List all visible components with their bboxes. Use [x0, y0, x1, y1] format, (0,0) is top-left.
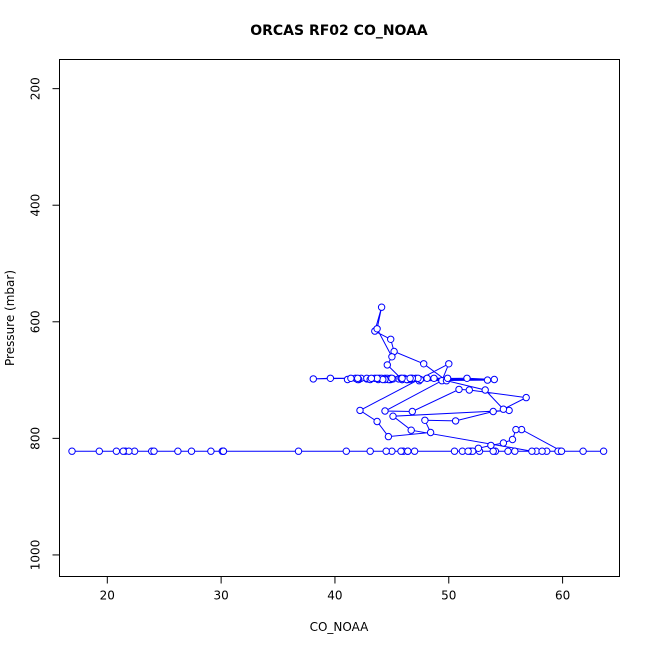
- data-point: [421, 416, 429, 424]
- plot-frame: [59, 59, 620, 577]
- data-point: [388, 374, 396, 382]
- data-point: [410, 447, 419, 455]
- y-tick-label: 400: [29, 194, 43, 217]
- data-point: [219, 447, 228, 455]
- data-point: [326, 374, 335, 382]
- x-tick-label: 30: [213, 589, 228, 603]
- plot-area: [68, 303, 608, 455]
- data-point: [398, 374, 406, 382]
- data-point: [474, 444, 483, 452]
- data-point: [382, 447, 390, 455]
- data-point: [373, 325, 381, 333]
- data-point: [150, 447, 158, 455]
- data-point: [387, 335, 395, 343]
- data-point: [389, 412, 397, 420]
- data-point: [487, 441, 495, 450]
- data-point: [397, 447, 405, 455]
- data-point: [423, 374, 431, 382]
- data-point: [489, 407, 497, 416]
- x-axis-label: CO_NOAA: [310, 620, 370, 634]
- data-point: [465, 386, 473, 394]
- data-point: [347, 374, 355, 382]
- data-point: [112, 447, 121, 455]
- data-point: [481, 386, 489, 394]
- y-tick-label: 600: [29, 310, 43, 333]
- data-point: [68, 447, 76, 455]
- data-point: [464, 447, 472, 455]
- data-point: [528, 447, 536, 455]
- data-point: [538, 447, 546, 455]
- data-point: [356, 406, 364, 415]
- data-point: [309, 375, 317, 383]
- data-point: [508, 435, 517, 444]
- data-point: [119, 447, 127, 455]
- data-point: [463, 374, 471, 382]
- data-point: [95, 447, 104, 455]
- data-point: [406, 374, 414, 382]
- y-axis: 200 400 600 800 1000: [29, 77, 60, 570]
- data-point: [557, 447, 566, 455]
- data-point: [342, 447, 350, 455]
- x-tick-label: 20: [100, 589, 115, 603]
- data-point: [377, 303, 386, 311]
- data-point: [420, 360, 428, 368]
- y-axis-label: Pressure (mbar): [3, 270, 17, 366]
- data-point: [384, 432, 393, 441]
- data-point: [504, 447, 512, 455]
- x-axis: 20 30 40 50 60: [100, 576, 570, 603]
- data-point: [483, 376, 492, 384]
- data-point: [445, 360, 453, 368]
- x-tick-label: 60: [555, 589, 570, 603]
- data-point: [207, 447, 215, 455]
- data-point: [408, 407, 416, 416]
- data-point: [381, 407, 389, 415]
- data-point: [367, 374, 376, 382]
- data-point: [373, 417, 381, 426]
- data-point: [187, 447, 196, 455]
- data-point: [426, 428, 435, 437]
- y-tick-label: 200: [29, 77, 43, 100]
- data-point: [404, 447, 412, 455]
- data-point: [579, 447, 587, 455]
- data-point: [499, 439, 508, 447]
- data-point: [511, 447, 519, 455]
- data-point: [174, 447, 182, 455]
- data-point: [383, 361, 391, 369]
- data-point: [388, 353, 396, 361]
- data-point: [450, 447, 459, 455]
- data-point: [499, 405, 508, 413]
- data-point: [455, 385, 463, 394]
- y-tick-label: 1000: [29, 540, 43, 571]
- x-tick-label: 40: [327, 589, 342, 603]
- data-point: [451, 417, 460, 425]
- x-tick-label: 50: [441, 589, 456, 603]
- data-point: [512, 425, 520, 434]
- data-point: [430, 374, 438, 382]
- data-point: [522, 393, 530, 402]
- data-point: [443, 374, 452, 382]
- data-point: [366, 447, 374, 455]
- chart-title: ORCAS RF02 CO_NOAA: [250, 23, 428, 39]
- data-point: [294, 447, 303, 455]
- y-tick-label: 800: [29, 427, 43, 450]
- data-point: [407, 426, 415, 434]
- data-point: [490, 375, 498, 384]
- data-point: [599, 447, 608, 455]
- data-point: [354, 374, 362, 382]
